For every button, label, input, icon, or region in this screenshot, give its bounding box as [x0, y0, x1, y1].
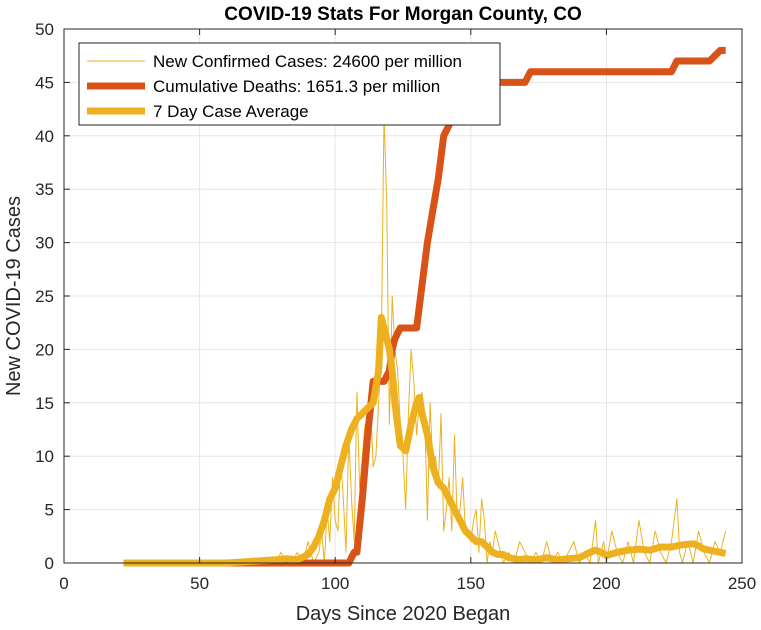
legend: New Confirmed Cases: 24600 per million Cu…	[78, 42, 501, 126]
series-line-1	[123, 113, 727, 564]
legend-label: Cumulative Deaths: 1651.3 per million	[153, 77, 440, 96]
x-tick-label: 250	[728, 574, 756, 593]
y-tick-label: 0	[45, 554, 54, 573]
series-line-3	[123, 313, 727, 567]
y-tick-label: 30	[35, 234, 54, 253]
legend-box	[78, 42, 501, 126]
tick-labels: 0 50 100 150 200 250 0 5 10 15 20 25 30 35 40 45 50	[35, 20, 756, 593]
y-tick-label: 25	[35, 287, 54, 306]
chart-title: COVID-19 Stats For Morgan County, CO	[224, 4, 582, 25]
y-tick-label: 35	[35, 180, 54, 199]
x-tick-label: 200	[592, 574, 620, 593]
x-tick-label: 0	[59, 574, 68, 593]
axes	[63, 28, 743, 564]
x-tick-label: 50	[190, 574, 209, 593]
x-axis-title: Days Since 2020 Began	[296, 603, 511, 625]
y-tick-label: 15	[35, 394, 54, 413]
legend-label: 7 Day Case Average	[153, 102, 309, 121]
y-tick-label: 20	[35, 340, 54, 359]
x-tick-label: 100	[321, 574, 349, 593]
y-tick-label: 45	[35, 73, 54, 92]
y-tick-label: 40	[35, 127, 54, 146]
x-tick-label: 150	[457, 574, 485, 593]
y-tick-label: 10	[35, 447, 54, 466]
y-tick-label: 50	[35, 20, 54, 39]
legend-label: New Confirmed Cases: 24600 per million	[153, 52, 462, 71]
y-tick-label: 5	[45, 501, 54, 520]
y-axis-title: New COVID-19 Cases	[3, 196, 25, 396]
